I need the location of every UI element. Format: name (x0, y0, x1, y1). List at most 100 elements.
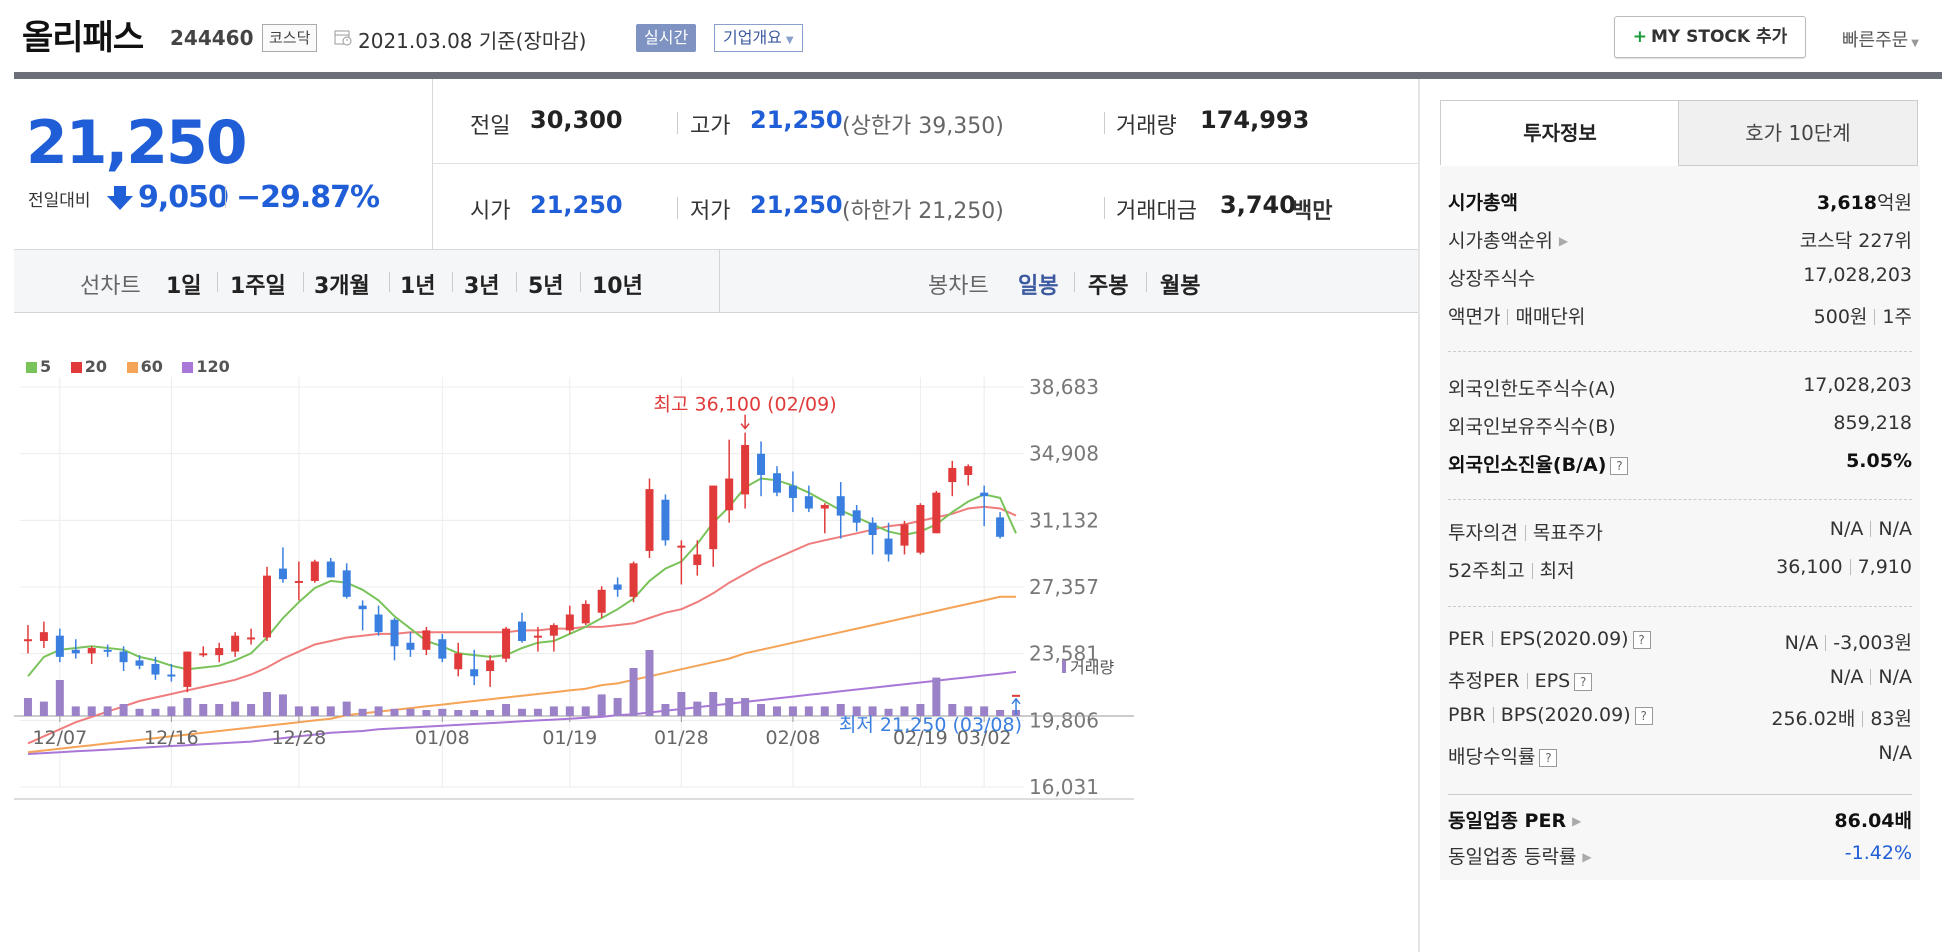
tab-invest-info[interactable]: 투자정보 (1440, 100, 1680, 165)
tab-orderbook[interactable]: 호가 10단계 (1678, 100, 1918, 166)
sector-chg-row[interactable]: 동일업종 등락률 ▶ (1448, 842, 1592, 869)
period-1w[interactable]: 1주일 (230, 274, 286, 299)
volume-bar (518, 708, 526, 716)
y-tick-label: 27,357 (1029, 575, 1099, 599)
shares-label: 상장주식수 (1448, 268, 1536, 290)
candle-body (581, 603, 590, 624)
quick-order-button[interactable]: 빠른주문 ▼ (1842, 26, 1919, 52)
foreign-limit-label: 외국인한도주식수(A) (1448, 378, 1616, 400)
y-tick-label: 19,806 (1029, 708, 1099, 732)
x-tick-label: 01/19 (542, 727, 597, 749)
separator (580, 272, 581, 292)
volume-bar (932, 677, 941, 716)
period-bar (14, 250, 1418, 313)
add-mystock-button[interactable]: + MY STOCK 추가 (1614, 16, 1806, 58)
help-icon[interactable]: ? (1634, 707, 1653, 725)
period-1d[interactable]: 1일 (166, 274, 202, 299)
volume-bar (533, 708, 542, 716)
sector-per-row[interactable]: 동일업종 PER ▶ (1448, 806, 1581, 833)
volume-bar (454, 710, 463, 716)
volume-bar (310, 706, 319, 716)
legend-ma5: 5 (26, 357, 51, 376)
chart-legend: 5 20 60 120 (26, 357, 244, 376)
candle-body (263, 575, 272, 638)
volume-bar (231, 701, 240, 716)
help-icon[interactable]: ? (1574, 673, 1593, 691)
max-annotation: 최고 36,100 (02/09) (654, 394, 837, 416)
ma60-line (27, 595, 1016, 754)
upper-limit: (상한가 39,350) (842, 114, 1004, 139)
volume-bar (263, 692, 272, 716)
candle-body (772, 473, 781, 493)
line-chart-label: 선차트 (80, 274, 141, 299)
candle-weekly[interactable]: 주봉 (1088, 274, 1129, 299)
volume-bar (39, 701, 48, 716)
period-10y[interactable]: 10년 (592, 274, 643, 299)
amount-label: 거래대금 (1116, 199, 1197, 224)
x-tick-label: 01/08 (415, 727, 470, 749)
help-icon[interactable]: ? (1610, 457, 1629, 475)
x-tick-label: 03/02 (957, 727, 1012, 749)
row-divider (432, 163, 1418, 164)
max-arrow-icon (740, 414, 750, 430)
separator (1849, 559, 1851, 575)
period-3m[interactable]: 3개월 (314, 274, 370, 299)
dashed-divider (1448, 351, 1912, 352)
sector-per-label: 동일업종 PER (1448, 810, 1567, 832)
help-icon[interactable]: ? (1632, 631, 1651, 649)
volume-bar (71, 706, 80, 716)
foreign-ratio-row: 외국인소진율(B/A)? (1448, 450, 1629, 477)
legend-label: 5 (40, 357, 52, 376)
candle-body (247, 637, 256, 640)
volume-bar (964, 706, 973, 716)
sector-chg-value: -1.42% (1844, 842, 1912, 864)
volume-bar (374, 706, 383, 716)
x-tick-label: 12/07 (32, 727, 87, 749)
price-chart[interactable]: 38,68334,90831,13227,35723,58119,80616,0… (14, 345, 1418, 945)
volume-bar (502, 704, 511, 716)
rank-row-label[interactable]: 시가총액순위 ▶ (1448, 226, 1568, 253)
candle-monthly[interactable]: 월봉 (1160, 274, 1201, 299)
change-value: 9,050 (138, 180, 229, 215)
low-value: 21,250 (750, 191, 843, 219)
volume-bar (167, 706, 176, 716)
period-5y[interactable]: 5년 (528, 274, 564, 299)
period-3y[interactable]: 3년 (464, 274, 500, 299)
x-tick-label: 12/28 (272, 727, 327, 749)
change-percent: −29.87% (236, 180, 380, 215)
min-annotation: 최저 21,250 (03/08) (839, 714, 1022, 736)
w52-high-value: 36,100 (1776, 556, 1843, 578)
pbr-bps-label: PBR BPS(2020.09)? (1448, 704, 1653, 726)
volume-bar (549, 706, 558, 716)
candle-daily[interactable]: 일봉 (1018, 274, 1059, 299)
volume-bar (23, 698, 32, 716)
volume-bar (804, 706, 813, 716)
volume-bar (135, 708, 144, 716)
period-1y[interactable]: 1년 (400, 274, 436, 299)
volume-bar (565, 706, 574, 716)
volume-bar (645, 650, 654, 716)
sector-chg-label: 동일업종 등락률 (1448, 846, 1577, 868)
plus-icon: + (1632, 27, 1647, 47)
realtime-button[interactable]: 실시간 (636, 24, 697, 52)
panel-divider (1418, 79, 1420, 952)
help-icon[interactable]: ? (1539, 749, 1558, 767)
candle-body (661, 499, 670, 541)
ma5-line (27, 477, 1017, 677)
ma120-line (27, 670, 1017, 755)
est-per-eps-value: N/A N/A (1830, 666, 1912, 688)
candle-body (884, 538, 893, 555)
div-label: 배당수익률 (1448, 746, 1536, 768)
separator (1492, 707, 1494, 723)
legend-ma60: 60 (126, 357, 163, 376)
volume-bar (342, 701, 351, 716)
eps-value: -3,003원 (1833, 632, 1912, 654)
y-tick-label: 31,132 (1029, 508, 1099, 532)
company-overview-button[interactable]: 기업개요 ▼ (714, 24, 803, 52)
candle-body (326, 561, 335, 578)
candle-body (502, 628, 511, 659)
candle-body (119, 651, 128, 663)
volume-bar (278, 694, 287, 716)
candle-body (358, 605, 367, 610)
candle-body (1012, 694, 1021, 697)
